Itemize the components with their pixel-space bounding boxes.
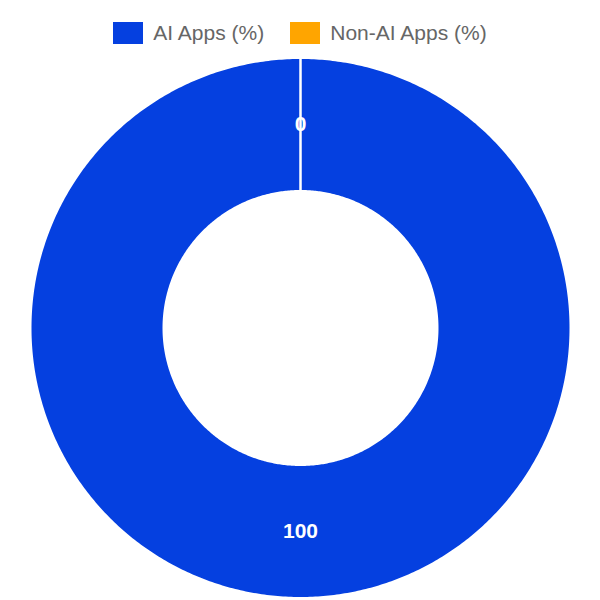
svg-text:100: 100 xyxy=(283,519,318,542)
html-text:AI Apps (%): AI Apps (%) xyxy=(153,20,265,44)
html-text:Non-AI Apps (%): Non-AI Apps (%) xyxy=(330,20,487,44)
svg-text:0: 0 xyxy=(295,112,307,135)
